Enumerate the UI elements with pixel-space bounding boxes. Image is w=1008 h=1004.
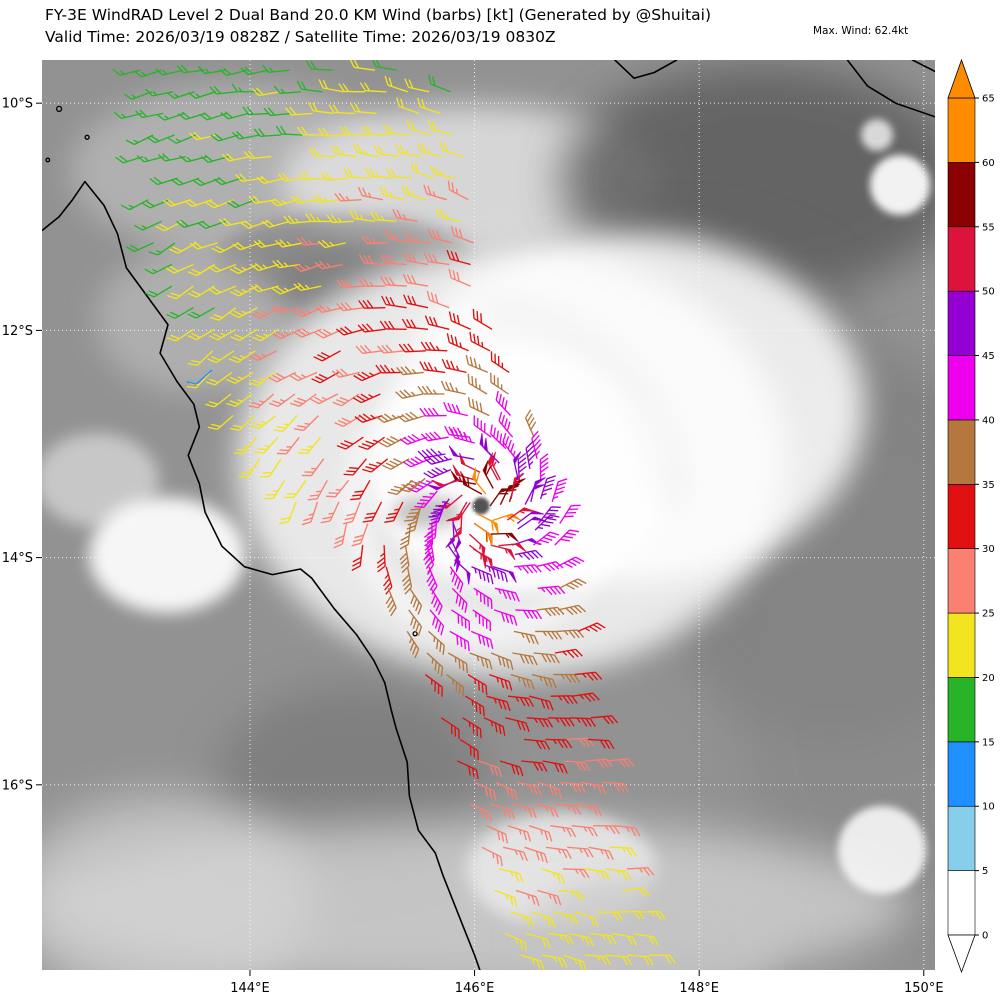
colorbar-upper-arrow: [948, 60, 975, 98]
x-axis-tick-label: 150°E: [904, 981, 944, 996]
colorbar-segment: [948, 98, 975, 162]
colorbar-label: 60: [982, 158, 995, 169]
colorbar-segment: [948, 484, 975, 548]
colorbar-label: 35: [982, 480, 995, 491]
y-axis-tick-label: 10°S: [2, 97, 33, 112]
valid-time-subtitle: Valid Time: 2026/03/19 0828Z / Satellite…: [45, 28, 556, 46]
cloud-band: [32, 820, 912, 990]
x-axis-tick-label: 144°E: [230, 981, 270, 996]
colorbar-segment: [948, 806, 975, 870]
colorbar-label: 0: [982, 931, 988, 942]
y-axis-tick-label: 16°S: [2, 778, 33, 793]
cloud-blob: [838, 806, 926, 894]
max-wind-label: Max. Wind: 62.4kt: [813, 25, 908, 37]
colorbar-segment: [948, 742, 975, 806]
cloud-blob: [861, 119, 893, 151]
colorbar-label: 10: [982, 802, 995, 813]
colorbar-label: 15: [982, 737, 995, 748]
colorbar: 0 5 10 15 20 25 30 35 40 45 50 55 60 65: [948, 60, 995, 972]
satellite-image: [12, 60, 1008, 1000]
figure-title: FY-3E WindRAD Level 2 Dual Band 20.0 KM …: [45, 6, 711, 24]
colorbar-segment: [948, 162, 975, 226]
colorbar-label: 50: [982, 287, 995, 298]
colorbar-segment: [948, 291, 975, 355]
colorbar-label: 55: [982, 222, 995, 233]
colorbar-segment: [948, 613, 975, 677]
colorbar-label: 30: [982, 544, 995, 555]
colorbar-label: 20: [982, 673, 995, 684]
colorbar-label: 65: [982, 94, 995, 105]
cloud-blob: [89, 497, 245, 613]
colorbar-segment: [948, 227, 975, 291]
y-axis-tick-label: 14°S: [2, 551, 33, 566]
colorbar-label: 25: [982, 609, 995, 620]
cloud-blob: [870, 155, 930, 215]
colorbar-segment: [948, 871, 975, 935]
colorbar-label: 45: [982, 351, 995, 362]
colorbar-lower-arrow: [948, 935, 975, 972]
y-axis-tick-label: 12°S: [2, 324, 33, 339]
colorbar-label: 5: [982, 866, 988, 877]
colorbar-segment: [948, 420, 975, 484]
colorbar-segment: [948, 677, 975, 741]
colorbar-segment: [948, 549, 975, 613]
x-axis-tick-label: 148°E: [679, 981, 719, 996]
colorbar-segment: [948, 356, 975, 420]
colorbar-label: 40: [982, 415, 995, 426]
x-axis-tick-label: 146°E: [455, 981, 495, 996]
